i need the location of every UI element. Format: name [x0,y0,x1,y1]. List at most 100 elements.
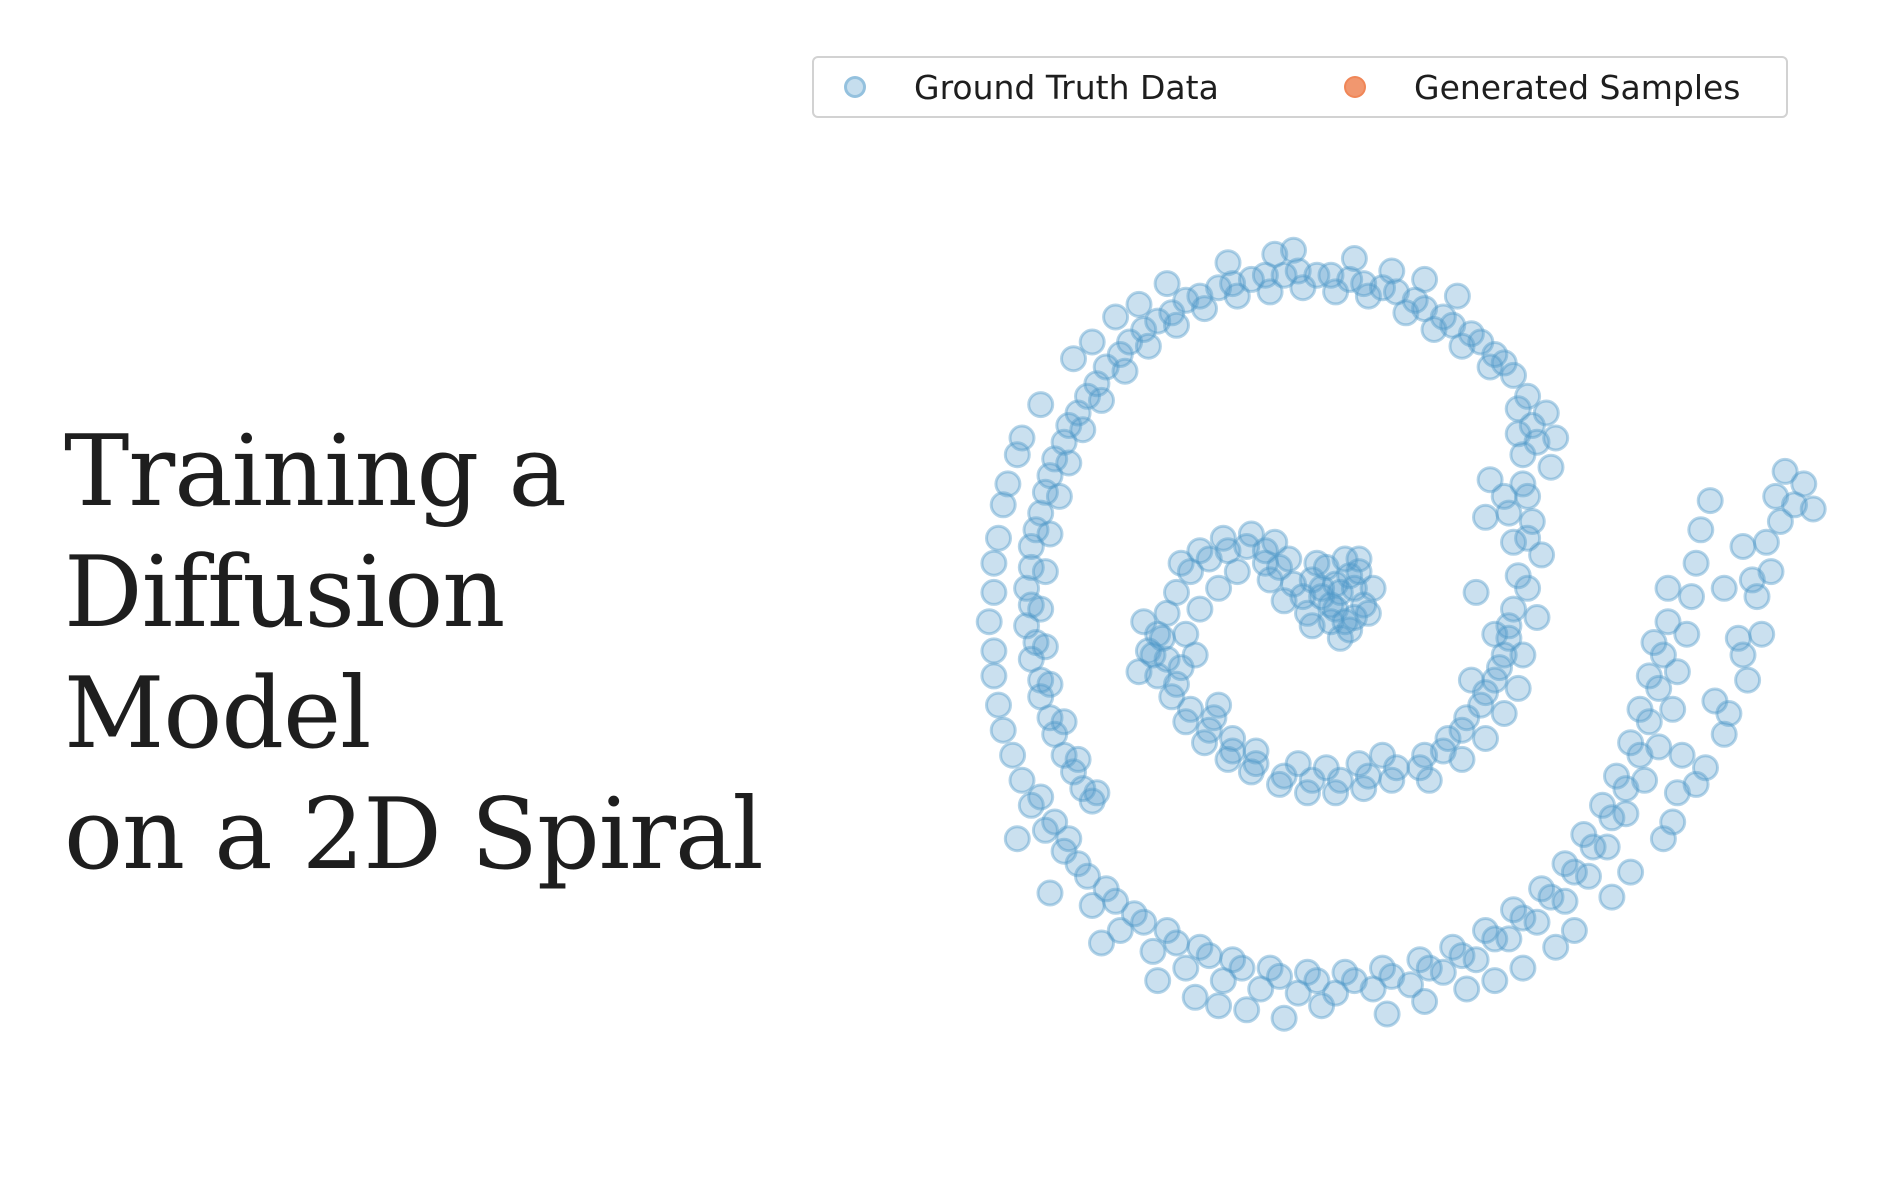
ground-truth-point [1069,775,1097,803]
ground-truth-point [1031,633,1059,661]
ground-truth-point [1280,570,1307,598]
ground-truth-point [1635,662,1663,690]
ground-truth-point [1738,566,1766,594]
ground-truth-point [1219,270,1247,298]
ground-truth-point [1191,729,1218,757]
ground-truth-point [1130,316,1158,343]
ground-truth-point [1626,695,1654,723]
ground-truth-point [1443,282,1471,310]
ground-truth-point [1734,666,1762,694]
ground-truth-point [1284,257,1312,285]
ground-truth-point [1083,779,1111,807]
ground-truth-point [1439,311,1467,339]
ground-truth-point [1326,624,1354,652]
ground-truth-point [1298,566,1326,594]
ground-truth-point [1163,929,1190,957]
ground-truth-point [1411,265,1439,293]
ground-truth-point [1472,917,1499,944]
ground-truth-point [1284,979,1312,1007]
ground-truth-point [1270,1004,1298,1032]
ground-truth-point [1036,704,1064,732]
ground-truth-point [1575,862,1602,890]
ground-truth-point [1598,883,1626,911]
ground-truth-point [1055,825,1083,853]
ground-truth-point [1008,424,1036,452]
ground-truth-point [1509,441,1537,469]
ground-truth-point [1270,762,1298,790]
ground-truth-point [1397,971,1424,999]
ground-truth-point [1064,399,1092,427]
ground-truth-point [1013,612,1041,640]
ground-truth-point [1017,645,1045,673]
ground-truth-point [1518,508,1546,535]
legend: Ground Truth Data Generated Samples [812,56,1788,118]
ground-truth-point [1120,900,1148,928]
ground-truth-point [1027,391,1055,419]
ground-truth-point [1481,620,1509,648]
ground-truth-point [1153,270,1181,298]
ground-truth-point [1771,457,1799,485]
ground-truth-point [1724,624,1752,652]
ground-truth-point [1111,357,1139,385]
ground-truth-point [1036,462,1064,490]
ground-truth-point [1514,482,1542,510]
ground-truth-point [980,549,1008,577]
ground-truth-point [1331,958,1359,986]
ground-truth-point [989,716,1017,744]
ground-truth-point [1467,328,1495,356]
ground-truth-point [1050,428,1078,456]
ground-truth-point [1191,295,1218,323]
ground-truth-point [1354,599,1382,627]
ground-truth-point [1457,320,1485,348]
ground-truth-point [1359,975,1387,1003]
ground-truth-point [1369,274,1396,302]
ground-truth-point [1528,541,1556,569]
ground-truth-point [1172,708,1200,736]
ground-truth-point [1757,558,1785,586]
ground-truth-point [1359,574,1387,602]
ground-truth-point [1429,737,1457,765]
ground-truth-point [1486,654,1513,682]
ground-truth-point [1354,282,1382,310]
ground-truth-point [1504,395,1532,423]
ground-truth-point [1144,307,1172,335]
ground-truth-point [1481,341,1509,368]
ground-truth-point [1617,858,1645,886]
series-ground-truth [975,236,1827,1032]
ground-truth-point [1041,445,1069,473]
ground-truth-point [1200,704,1228,732]
ground-truth-point [1322,779,1350,807]
ground-truth-point [1266,553,1293,581]
ground-truth-point [1710,574,1738,602]
ground-truth-point [1167,654,1195,682]
ground-truth-point [1378,962,1406,990]
ground-truth-point [1678,583,1705,611]
ground-truth-point [1748,620,1776,648]
ground-truth-point [1205,574,1233,602]
ground-truth-point [1195,716,1223,744]
ground-truth-point [1045,482,1073,510]
ground-truth-point [1542,933,1570,961]
ground-truth-point [1799,495,1827,523]
ground-truth-point [1453,975,1481,1003]
ground-truth-point [1649,641,1677,669]
ground-truth-point [1158,299,1186,327]
ground-truth-point [1350,270,1378,298]
ground-truth-point [1050,708,1078,736]
ground-truth-point [1088,386,1115,414]
ground-truth-point [1340,967,1368,995]
ground-truth-point [1223,282,1251,310]
ground-truth-point [1219,946,1247,974]
ground-truth-point [1481,967,1509,995]
ground-truth-point [1345,750,1373,778]
ground-truth-point [1523,428,1551,456]
ground-truth-point [1312,553,1340,581]
ground-truth-point [1383,754,1410,782]
ground-truth-point [1645,733,1673,761]
ground-truth-point [1027,783,1055,811]
ground-truth-point [1308,992,1336,1020]
ground-truth-point [1336,562,1364,590]
ground-truth-point [1612,800,1640,828]
ground-truth-point [1729,641,1757,669]
ground-truth-point [980,637,1008,665]
